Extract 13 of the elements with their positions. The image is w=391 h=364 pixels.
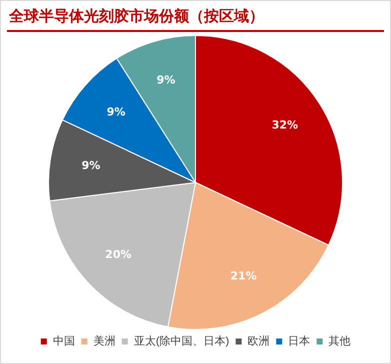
data-label: 9% <box>82 158 100 172</box>
legend-label: 中国 <box>52 334 75 348</box>
legend-label: 欧洲 <box>248 334 270 348</box>
legend-label: 日本 <box>288 334 310 348</box>
data-label: 20% <box>105 248 132 261</box>
data-label: 21% <box>230 270 257 283</box>
data-label: 9% <box>106 105 126 118</box>
data-label: 32% <box>272 118 298 132</box>
data-label: 9% <box>156 74 176 87</box>
chart-title: 全球半导体光刻胶市场份额（按区域） <box>9 7 264 26</box>
legend-label: 美洲 <box>93 334 116 348</box>
legend-label: 其他 <box>328 334 351 348</box>
legend-label: 亚太(除中国、日本) <box>134 334 230 348</box>
